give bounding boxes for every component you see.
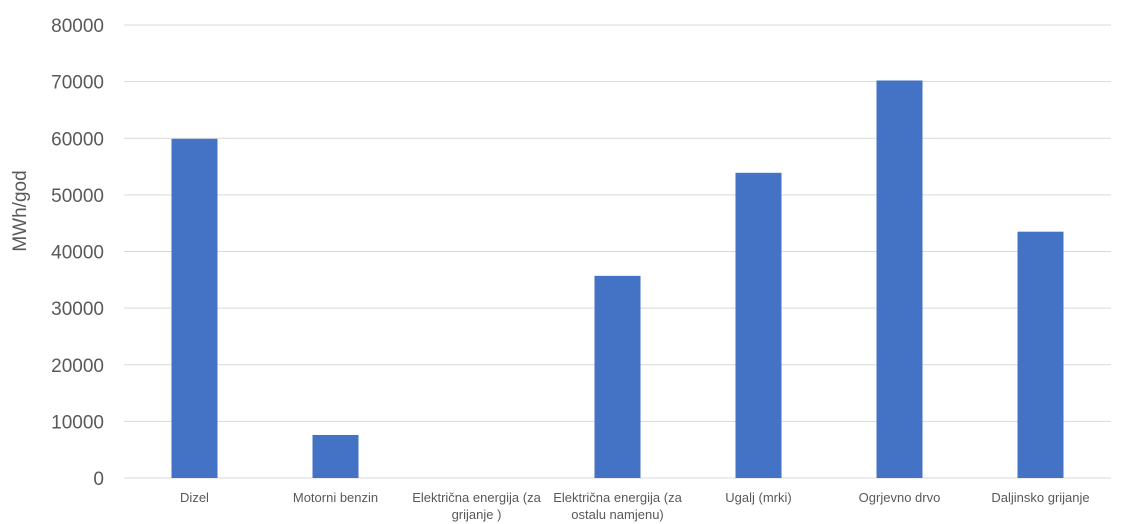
x-tick-label: Ogrjevno drvo (859, 490, 941, 505)
x-axis-ticks: Dizel Motorni benzin Električna energija (… (180, 490, 1090, 522)
x-tick-label: Električna energija (za grijanje ) (412, 490, 541, 522)
y-tick-label: 0 (93, 469, 104, 490)
bar (594, 275, 641, 478)
x-tick-label: Električna energija (za ostalu namjenu) (553, 490, 682, 522)
bar (876, 80, 923, 479)
bar (1017, 231, 1064, 478)
bar (735, 172, 782, 478)
bars (171, 80, 1064, 479)
x-tick-label: Ugalj (mrki) (725, 490, 791, 505)
y-axis-label: MWh/god (10, 170, 31, 251)
y-tick-label: 30000 (51, 299, 104, 320)
y-tick-label: 20000 (51, 356, 104, 377)
x-tick-label: Dizel (180, 490, 209, 505)
y-tick-label: 70000 (51, 73, 104, 94)
x-tick-label: Motorni benzin (293, 490, 378, 505)
y-tick-label: 80000 (51, 16, 104, 37)
y-axis-ticks: 0 10000 20000 30000 40000 50000 60000 70000 8000… (51, 16, 104, 490)
bar (312, 434, 359, 478)
y-tick-label: 40000 (51, 243, 104, 264)
y-tick-label: 60000 (51, 129, 104, 150)
grid (124, 24, 1111, 479)
bar (171, 138, 218, 478)
x-tick-label: Daljinsko grijanje (991, 490, 1089, 505)
y-tick-label: 50000 (51, 186, 104, 207)
y-tick-label: 10000 (51, 412, 104, 433)
